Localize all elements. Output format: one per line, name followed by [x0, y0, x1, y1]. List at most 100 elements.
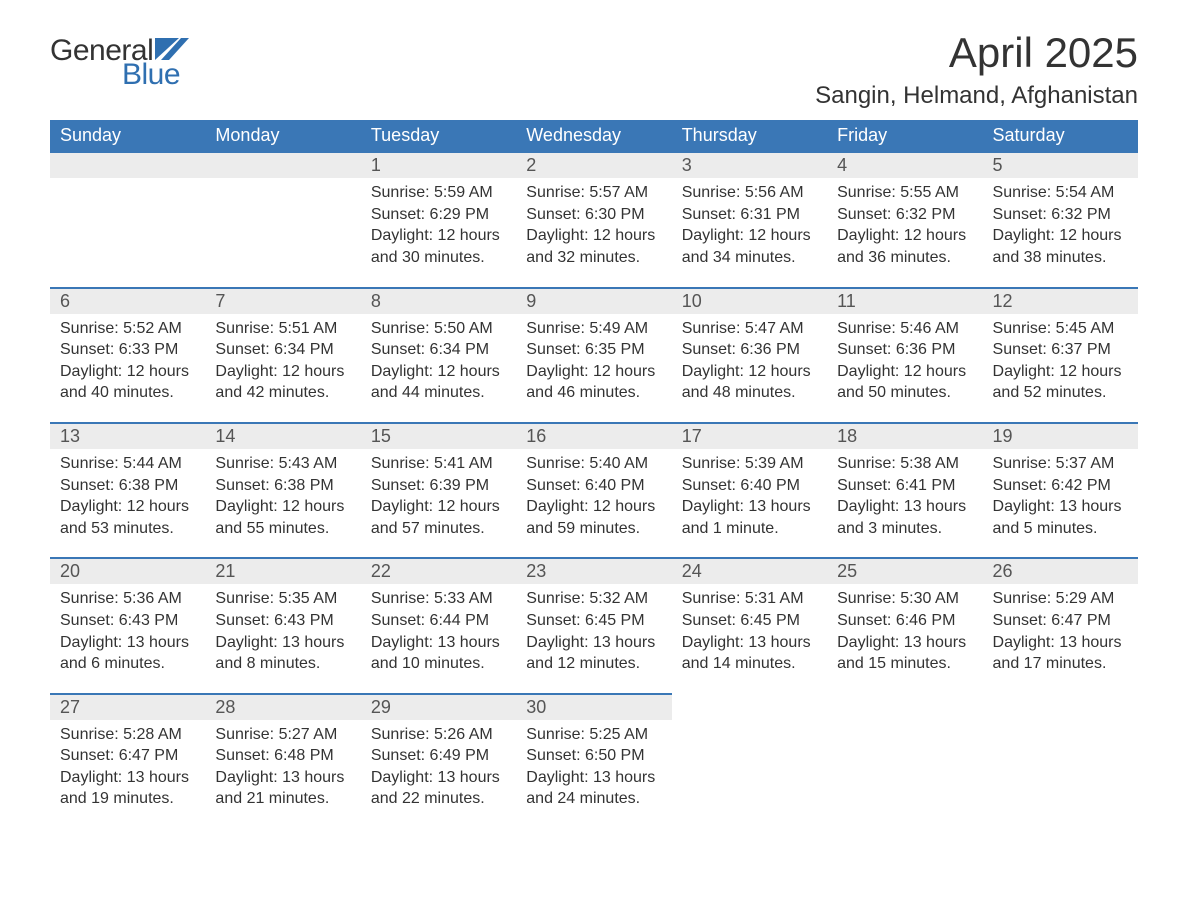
day-cell: Sunrise: 5:47 AMSunset: 6:36 PMDaylight:…: [672, 314, 827, 423]
day-number: 30: [516, 694, 671, 720]
sunrise-text: Sunrise: 5:26 AM: [371, 724, 506, 746]
daylight-text: and 17 minutes.: [993, 653, 1128, 675]
day-cell: Sunrise: 5:44 AMSunset: 6:38 PMDaylight:…: [50, 449, 205, 558]
day-cell: Sunrise: 5:30 AMSunset: 6:46 PMDaylight:…: [827, 584, 982, 693]
daylight-text: and 3 minutes.: [837, 518, 972, 540]
empty-day-cell: [827, 720, 982, 828]
sunset-text: Sunset: 6:43 PM: [215, 610, 350, 632]
daylight-text: and 53 minutes.: [60, 518, 195, 540]
sunrise-text: Sunrise: 5:43 AM: [215, 453, 350, 475]
daylight-text: and 36 minutes.: [837, 247, 972, 269]
daylight-text: and 34 minutes.: [682, 247, 817, 269]
sunset-text: Sunset: 6:30 PM: [526, 204, 661, 226]
sunset-text: Sunset: 6:40 PM: [682, 475, 817, 497]
sunrise-text: Sunrise: 5:28 AM: [60, 724, 195, 746]
day-cell: Sunrise: 5:56 AMSunset: 6:31 PMDaylight:…: [672, 178, 827, 287]
daylight-text: and 59 minutes.: [526, 518, 661, 540]
day-cell: Sunrise: 5:51 AMSunset: 6:34 PMDaylight:…: [205, 314, 360, 423]
daylight-text: and 15 minutes.: [837, 653, 972, 675]
sunrise-text: Sunrise: 5:55 AM: [837, 182, 972, 204]
daylight-text: and 30 minutes.: [371, 247, 506, 269]
daylight-text: and 22 minutes.: [371, 788, 506, 810]
daylight-text: and 38 minutes.: [993, 247, 1128, 269]
day-number: 22: [361, 558, 516, 584]
day-number: 20: [50, 558, 205, 584]
sunrise-text: Sunrise: 5:44 AM: [60, 453, 195, 475]
day-number: 7: [205, 288, 360, 314]
day-cell: Sunrise: 5:43 AMSunset: 6:38 PMDaylight:…: [205, 449, 360, 558]
day-content-row: Sunrise: 5:44 AM Sunset: 6:38 PM Daylight:…: [50, 449, 1138, 558]
daylight-text: and 24 minutes.: [526, 788, 661, 810]
day-content-row: Sunrise: 5:59 AMSunset: 6:29 PMDaylight:…: [50, 178, 1138, 287]
sunset-text: Sunset: 6:37 PM: [993, 339, 1128, 361]
daylight-text: Daylight: 13 hours: [371, 632, 506, 654]
sunrise-text: Sunrise: 5:31 AM: [682, 588, 817, 610]
sunset-text: Sunset: 6:49 PM: [371, 745, 506, 767]
day-number-row: 20212223242526: [50, 558, 1138, 584]
daylight-text: and 52 minutes.: [993, 382, 1128, 404]
day-number-row: 13141516171819: [50, 423, 1138, 449]
sunset-text: Sunset: 6:40 PM: [526, 475, 661, 497]
sunset-text: Sunset: 6:38 PM: [215, 475, 350, 497]
daylight-text: and 46 minutes.: [526, 382, 661, 404]
daylight-text: and 50 minutes.: [837, 382, 972, 404]
sunset-text: Sunset: 6:31 PM: [682, 204, 817, 226]
daylight-text: Daylight: 13 hours: [215, 767, 350, 789]
sunrise-text: Sunrise: 5:49 AM: [526, 318, 661, 340]
sunset-text: Sunset: 6:45 PM: [682, 610, 817, 632]
empty-day-cell: [672, 720, 827, 828]
empty-day-number: [205, 152, 360, 178]
daylight-text: Daylight: 13 hours: [993, 496, 1128, 518]
daylight-text: and 19 minutes.: [60, 788, 195, 810]
daylight-text: and 5 minutes.: [993, 518, 1128, 540]
day-cell: Sunrise: 5:31 AMSunset: 6:45 PMDaylight:…: [672, 584, 827, 693]
empty-day-number: [50, 152, 205, 178]
daylight-text: Daylight: 12 hours: [837, 225, 972, 247]
day-number: 15: [361, 423, 516, 449]
day-number: 11: [827, 288, 982, 314]
day-number-row: 12345: [50, 152, 1138, 178]
sunset-text: Sunset: 6:29 PM: [371, 204, 506, 226]
sunrise-text: Sunrise: 5:37 AM: [993, 453, 1128, 475]
day-cell: Sunrise: 5:54 AMSunset: 6:32 PMDaylight:…: [983, 178, 1138, 287]
day-number: 2: [516, 152, 671, 178]
day-number: 6: [50, 288, 205, 314]
sunrise-text: Sunrise: 5:36 AM: [60, 588, 195, 610]
sunset-text: Sunset: 6:43 PM: [60, 610, 195, 632]
daylight-text: and 8 minutes.: [215, 653, 350, 675]
daylight-text: Daylight: 12 hours: [215, 361, 350, 383]
sunrise-text: Sunrise: 5:51 AM: [215, 318, 350, 340]
sunrise-text: Sunrise: 5:38 AM: [837, 453, 972, 475]
day-number: 12: [983, 288, 1138, 314]
day-cell: Sunrise: 5:38 AMSunset: 6:41 PMDaylight:…: [827, 449, 982, 558]
day-cell: Sunrise: 5:32 AMSunset: 6:45 PMDaylight:…: [516, 584, 671, 693]
daylight-text: Daylight: 12 hours: [60, 496, 195, 518]
sunrise-text: Sunrise: 5:50 AM: [371, 318, 506, 340]
empty-day-number: [827, 694, 982, 720]
sunset-text: Sunset: 6:45 PM: [526, 610, 661, 632]
daylight-text: and 1 minute.: [682, 518, 817, 540]
daylight-text: Daylight: 13 hours: [837, 632, 972, 654]
sunset-text: Sunset: 6:32 PM: [993, 204, 1128, 226]
weekday-header: Saturday: [983, 120, 1138, 152]
sunset-text: Sunset: 6:44 PM: [371, 610, 506, 632]
daylight-text: and 42 minutes.: [215, 382, 350, 404]
day-cell: Sunrise: 5:29 AMSunset: 6:47 PMDaylight:…: [983, 584, 1138, 693]
sunrise-text: Sunrise: 5:30 AM: [837, 588, 972, 610]
day-cell: Sunrise: 5:55 AMSunset: 6:32 PMDaylight:…: [827, 178, 982, 287]
daylight-text: and 44 minutes.: [371, 382, 506, 404]
daylight-text: Daylight: 13 hours: [60, 632, 195, 654]
page-title: April 2025: [815, 30, 1138, 76]
sunrise-text: Sunrise: 5:25 AM: [526, 724, 661, 746]
daylight-text: Daylight: 12 hours: [993, 225, 1128, 247]
daylight-text: Daylight: 12 hours: [837, 361, 972, 383]
brand-logo: General Blue: [50, 30, 189, 90]
weekday-header: Monday: [205, 120, 360, 152]
daylight-text: Daylight: 12 hours: [526, 361, 661, 383]
day-number: 14: [205, 423, 360, 449]
day-number: 9: [516, 288, 671, 314]
day-number: 17: [672, 423, 827, 449]
day-number: 1: [361, 152, 516, 178]
sunrise-text: Sunrise: 5:41 AM: [371, 453, 506, 475]
sunset-text: Sunset: 6:41 PM: [837, 475, 972, 497]
